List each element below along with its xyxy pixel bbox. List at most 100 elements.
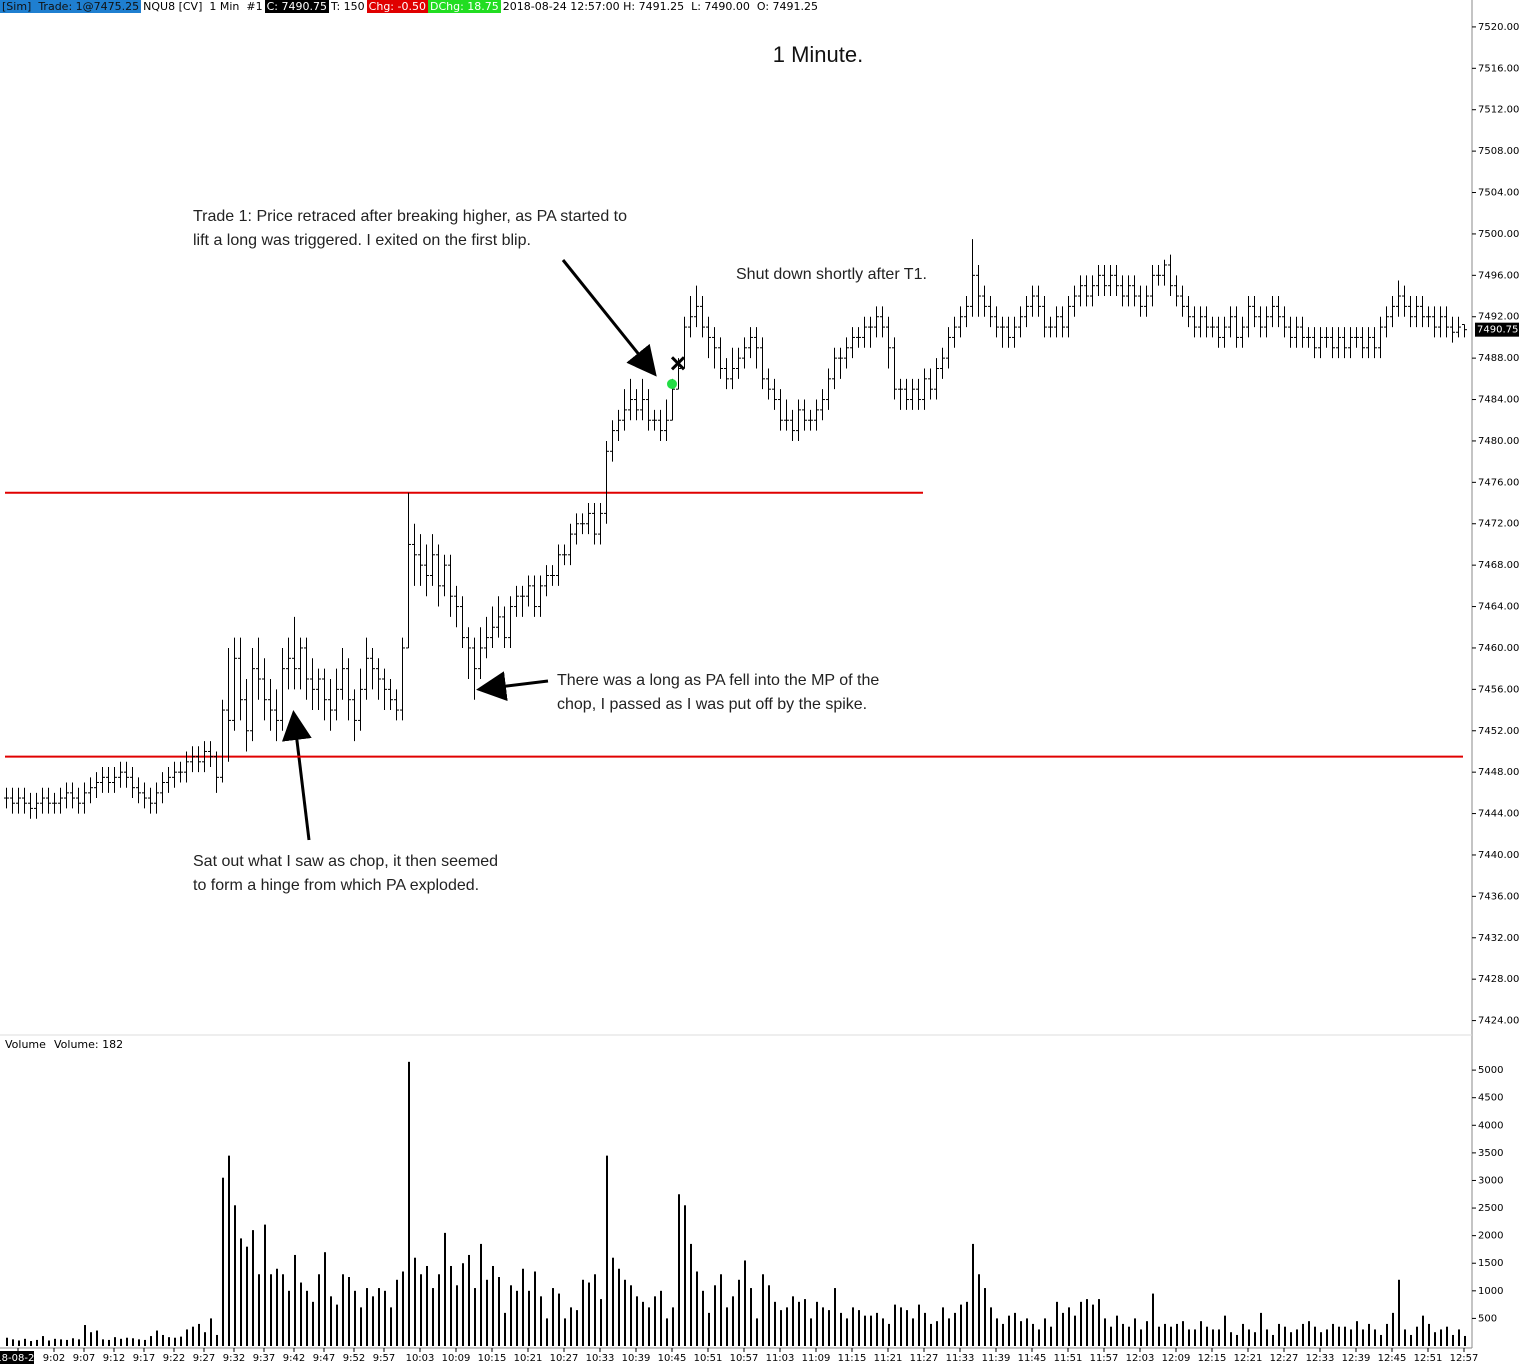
volume-bar [966, 1301, 968, 1346]
y-tick-label: 4500 [1478, 1093, 1503, 1104]
x-tick-label: 11:03 [766, 1353, 795, 1364]
volume-bar [1416, 1326, 1418, 1346]
volume-bar [798, 1301, 800, 1346]
volume-bar [762, 1274, 764, 1346]
volume-bar [804, 1299, 806, 1346]
x-tick-label: 10:51 [694, 1353, 723, 1364]
volume-bar [750, 1288, 752, 1346]
volume-bar [198, 1323, 200, 1346]
volume-bar [600, 1299, 602, 1346]
volume-bar [906, 1310, 908, 1346]
x-tick-label: 9:02 [43, 1353, 65, 1364]
volume-bar [840, 1312, 842, 1346]
trade-exit [670, 356, 686, 371]
volume-bar [1044, 1318, 1046, 1346]
volume-bar [672, 1307, 674, 1346]
x-tick-label: 11:57 [1090, 1353, 1119, 1364]
y-tick-label: 7508.00 [1478, 146, 1519, 157]
y-tick-label: 7444.00 [1478, 809, 1519, 820]
y-tick-label: 7460.00 [1478, 643, 1519, 654]
volume-bar [462, 1263, 464, 1346]
y-tick-label: 3500 [1478, 1148, 1503, 1159]
y-tick-label: 4000 [1478, 1120, 1503, 1131]
volume-bar [162, 1334, 164, 1346]
volume-bar [204, 1332, 206, 1346]
x-tick-label: 12:15 [1198, 1353, 1227, 1364]
x-tick-label: 11:27 [910, 1353, 939, 1364]
volume-bar [1326, 1329, 1328, 1346]
ticks-field: T: 150 [330, 0, 365, 13]
volume-bar [756, 1318, 758, 1346]
y-tick-label: 7472.00 [1478, 519, 1519, 530]
volume-bar [1428, 1323, 1430, 1346]
volume-bar [1254, 1332, 1256, 1346]
volume-bar [522, 1268, 524, 1346]
volume-bar [1128, 1326, 1130, 1346]
volume-bar [540, 1296, 542, 1346]
volume-bar [1320, 1332, 1322, 1346]
volume-bar [1212, 1329, 1214, 1346]
volume-bar [996, 1318, 998, 1346]
volume-bar [948, 1318, 950, 1346]
volume-bar [714, 1285, 716, 1346]
volume-bar [1170, 1326, 1172, 1346]
volume-bar [1356, 1321, 1358, 1346]
volume-bar [612, 1257, 614, 1346]
volume-bar [1014, 1312, 1016, 1346]
volume-bar [834, 1288, 836, 1346]
y-tick-label: 2500 [1478, 1203, 1503, 1214]
y-tick-label: 7500.00 [1478, 229, 1519, 240]
volume-bar [1206, 1326, 1208, 1346]
volume-bar [1086, 1299, 1088, 1346]
volume-bar [1242, 1323, 1244, 1346]
volume-bar [276, 1268, 278, 1346]
volume-bar [1278, 1323, 1280, 1346]
volume-bar [408, 1061, 410, 1346]
x-tick-label: 9:12 [103, 1353, 125, 1364]
volume-bar [1434, 1332, 1436, 1346]
x-tick-label: 9:07 [73, 1353, 95, 1364]
arrow [476, 671, 549, 702]
volume-bar [486, 1279, 488, 1346]
volume-bar [780, 1310, 782, 1346]
volume-bar [258, 1274, 260, 1346]
volume-bar [678, 1194, 680, 1346]
volume-bar [582, 1279, 584, 1346]
volume-bar [288, 1290, 290, 1346]
volume-bar [504, 1312, 506, 1346]
volume-bar [1446, 1326, 1448, 1346]
y-tick-label: 3000 [1478, 1175, 1503, 1186]
volume-bar [126, 1337, 128, 1346]
volume-bar [1422, 1315, 1424, 1346]
volume-bar [624, 1279, 626, 1346]
y-tick-label: 7520.00 [1478, 22, 1519, 33]
x-tick-label: 9:22 [163, 1353, 185, 1364]
trade-entry [667, 379, 677, 390]
y-tick-label: 7504.00 [1478, 188, 1519, 199]
volume-bar [444, 1232, 446, 1346]
volume-bar [636, 1296, 638, 1346]
volume-bar [990, 1307, 992, 1346]
volume-bar [1308, 1321, 1310, 1346]
volume-bar [1260, 1312, 1262, 1346]
volume-bar [546, 1318, 548, 1346]
x-tick-label: 9:42 [283, 1353, 305, 1364]
volume-bar [1110, 1326, 1112, 1346]
volume-bar [1098, 1299, 1100, 1346]
volume-bar [510, 1285, 512, 1346]
volume-bar [180, 1336, 182, 1346]
volume-bar [648, 1307, 650, 1346]
y-tick-label: 7488.00 [1478, 353, 1519, 364]
volume-bar [54, 1338, 56, 1346]
volume-bar [1080, 1301, 1082, 1346]
volume-bar [354, 1290, 356, 1346]
volume-bar [984, 1288, 986, 1346]
volume-bar [492, 1265, 494, 1346]
y-tick-label: 7424.00 [1478, 1016, 1519, 1027]
volume-value: Volume: 182 [54, 1038, 123, 1051]
volume-bar [12, 1339, 14, 1346]
x-tick-label: 18-08-24 [0, 1353, 41, 1364]
y-tick-label: 1000 [1478, 1286, 1503, 1297]
y-tick-label: 7512.00 [1478, 105, 1519, 116]
